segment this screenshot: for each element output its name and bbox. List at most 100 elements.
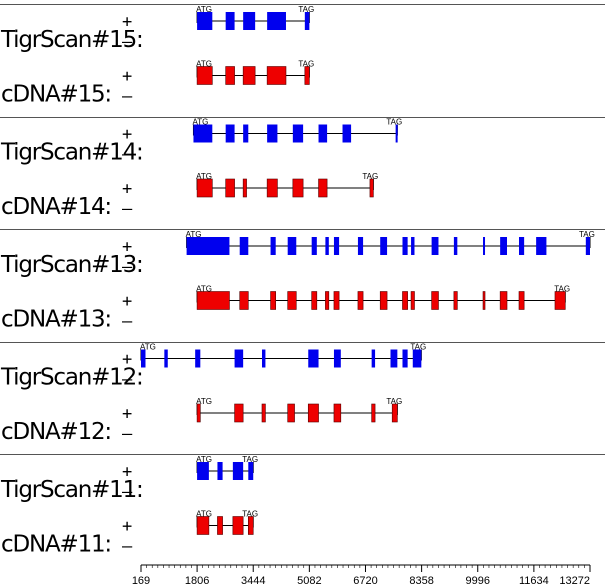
exon-block — [311, 291, 318, 310]
exon-block — [402, 237, 408, 255]
track-label: cDNA#11: — [1, 532, 111, 558]
exon-block — [232, 462, 244, 480]
exon-block — [379, 291, 388, 310]
strand-plus-mark: + — [122, 12, 132, 32]
exon-block — [325, 237, 329, 255]
exon-block — [196, 291, 230, 310]
exon-block — [357, 237, 364, 255]
x-axis: 169 1806 3444 5082 6720 8358 9996 11634 13272 — [132, 564, 591, 587]
start-codon-label: ATG — [140, 343, 156, 352]
exon-block — [308, 349, 319, 368]
track-label: cDNA#14: — [1, 194, 111, 220]
axis-tick-label: 169 — [132, 575, 150, 587]
exon-block — [267, 124, 278, 143]
exon-block — [164, 349, 168, 368]
exon-block — [333, 403, 342, 423]
strand-minus-mark: – — [122, 257, 133, 277]
axis-tick-label: 5082 — [297, 575, 321, 587]
exon-block — [239, 237, 249, 255]
exon-block — [453, 291, 458, 310]
end-codon-label: TAG — [242, 455, 258, 464]
track-prediction: TigrScan#11:+– ATG TAG — [0, 455, 258, 503]
exon-block — [239, 291, 249, 310]
exon-block — [482, 291, 486, 310]
exon-block — [193, 124, 213, 143]
end-codon-label: TAG — [554, 285, 570, 294]
exon-block — [243, 12, 256, 30]
track-cdna: cDNA#15: +– ATG TAG — [1, 60, 314, 108]
axis-tick-label: 9996 — [465, 575, 489, 587]
end-codon-label: TAG — [298, 5, 314, 14]
exon-block — [395, 124, 398, 143]
exon-block — [411, 237, 415, 255]
exon-block — [261, 349, 266, 368]
track-cdna: cDNA#11: +– ATG TAG — [1, 510, 258, 558]
exon-block — [196, 178, 213, 198]
exon-block — [318, 124, 328, 143]
axis-tick-label: 13272 — [559, 575, 590, 587]
track-cdna: cDNA#12: +– ATG TAG — [1, 397, 402, 445]
axis-tick-label: 3444 — [241, 575, 265, 587]
strand-plus-mark: + — [122, 404, 132, 424]
end-codon-label: TAG — [579, 230, 595, 239]
exon-block — [196, 66, 213, 85]
start-codon-label: ATG — [196, 172, 212, 181]
exon-block — [287, 403, 295, 423]
exon-block — [217, 516, 223, 535]
exon-block — [554, 291, 566, 310]
exon-block — [234, 403, 244, 423]
exon-block — [318, 178, 328, 198]
track-label: TigrScan#12: — [0, 365, 143, 391]
end-codon-label: TAG — [386, 397, 402, 406]
start-codon-label: ATG — [196, 397, 212, 406]
exon-block — [431, 237, 439, 255]
exon-block — [242, 178, 247, 198]
exon-block — [232, 516, 244, 535]
start-codon-label: ATG — [196, 510, 212, 519]
exon-block — [342, 124, 352, 143]
strand-plus-mark: + — [122, 179, 132, 199]
exon-block — [247, 516, 254, 535]
track-label: TigrScan#13: — [0, 252, 143, 278]
exon-block — [217, 462, 223, 480]
exon-block — [518, 237, 525, 255]
track-label: cDNA#13: — [1, 307, 111, 333]
exon-block — [307, 403, 319, 423]
track-label: cDNA#12: — [1, 419, 111, 445]
strand-plus-mark: + — [122, 462, 132, 482]
strand-minus-mark: – — [122, 482, 133, 502]
strand-plus-mark: + — [122, 125, 132, 145]
end-codon-label: TAG — [386, 118, 402, 127]
exon-block — [270, 237, 276, 255]
start-codon-label: ATG — [192, 118, 208, 127]
exon-block — [196, 516, 210, 535]
start-codon-label: ATG — [196, 455, 212, 464]
exon-block — [225, 178, 235, 198]
exon-block — [371, 349, 376, 368]
exon-block — [261, 403, 266, 423]
exon-block — [333, 291, 340, 310]
exon-block — [195, 349, 201, 368]
start-codon-label: ATG — [196, 60, 212, 69]
strand-plus-mark: + — [122, 292, 132, 312]
track-cdna: cDNA#14: +– ATG TAG — [1, 172, 378, 220]
exon-block — [287, 291, 297, 310]
exon-block — [402, 291, 408, 310]
exon-block — [412, 349, 422, 368]
exon-block — [225, 124, 235, 143]
exon-block — [311, 237, 317, 255]
strand-minus-mark: – — [122, 199, 133, 219]
exon-block — [518, 291, 525, 310]
track-prediction: TigrScan#15:+– ATG TAG — [0, 5, 314, 53]
track-label: cDNA#15: — [1, 82, 111, 108]
exon-block — [380, 237, 388, 255]
exon-block — [248, 462, 254, 480]
track-prediction: TigrScan#14:+– ATG TAG — [0, 118, 402, 166]
strand-minus-mark: – — [122, 424, 133, 444]
start-codon-label: ATG — [196, 285, 212, 294]
strand-plus-mark: + — [122, 350, 132, 370]
strand-minus-mark: – — [122, 145, 133, 165]
track-label: TigrScan#14: — [0, 140, 143, 166]
exon-block — [402, 349, 408, 368]
strand-minus-mark: – — [122, 32, 133, 52]
